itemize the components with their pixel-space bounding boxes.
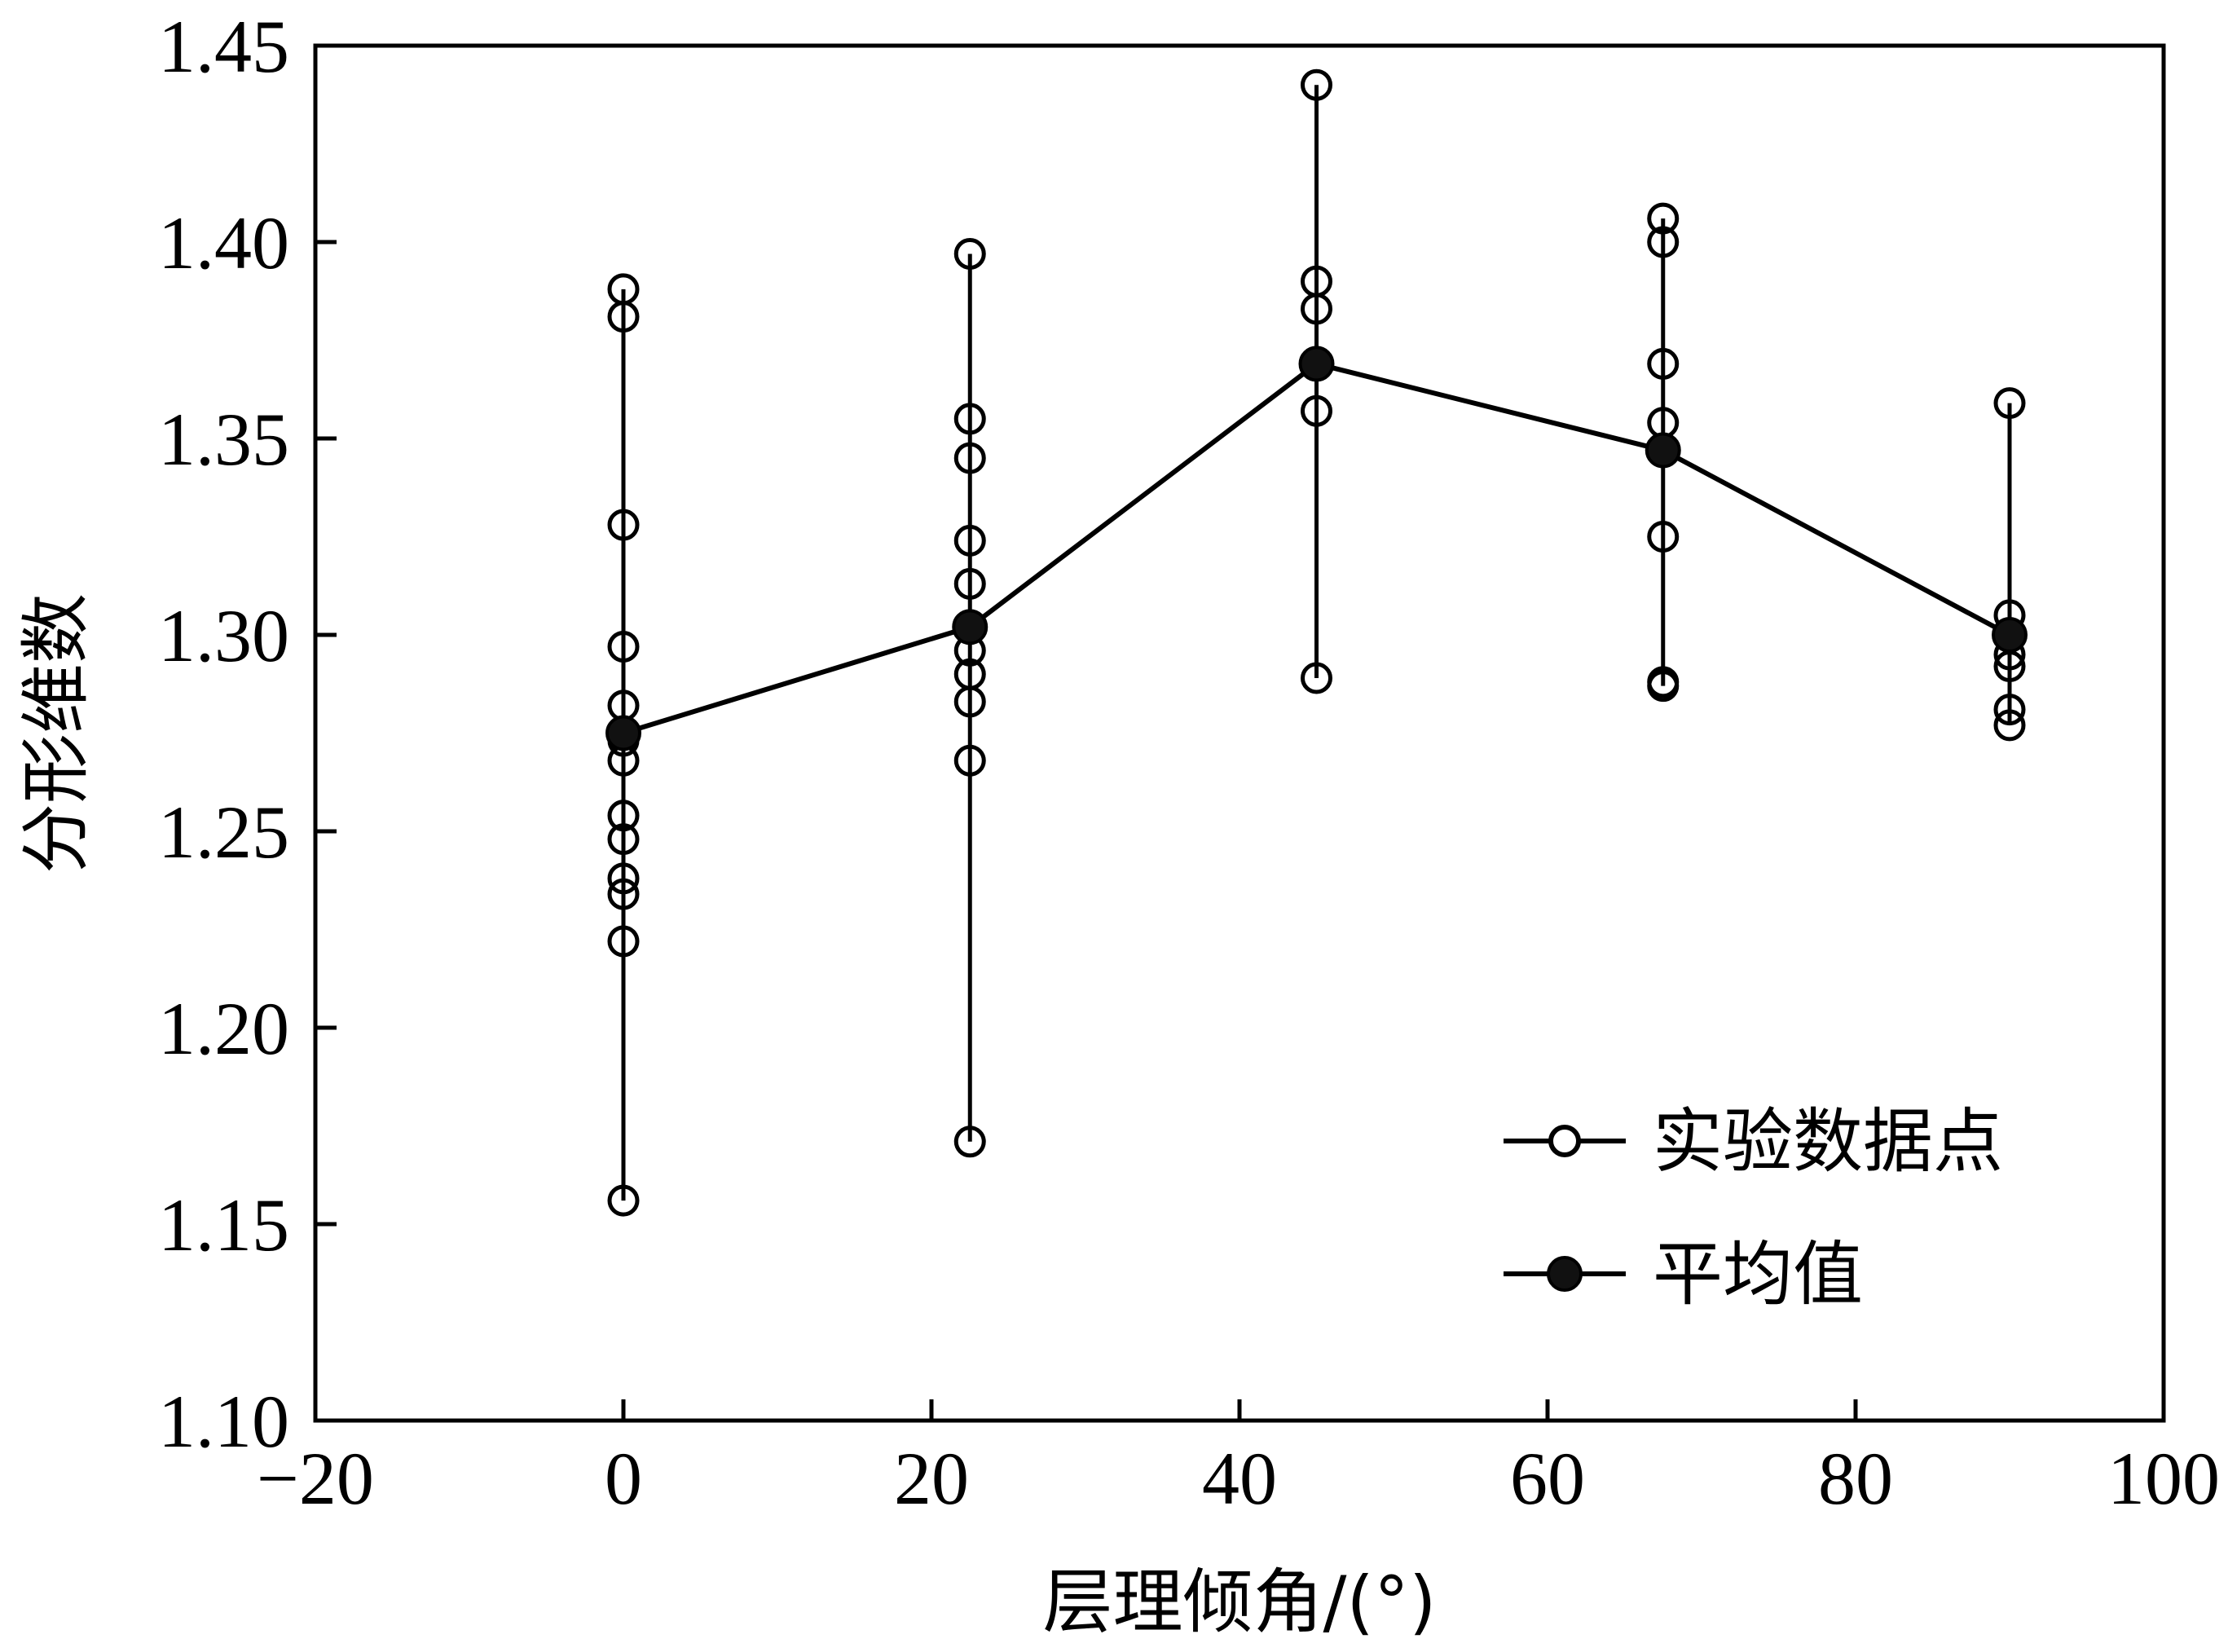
y-tick-label: 1.10 bbox=[158, 1380, 289, 1463]
data-point bbox=[1993, 387, 2026, 420]
data-point bbox=[953, 524, 986, 557]
data-point bbox=[953, 237, 986, 270]
x-tick-label: −20 bbox=[257, 1437, 374, 1520]
legend-label-mean: 平均值 bbox=[1653, 1234, 1863, 1315]
data-point bbox=[953, 685, 986, 718]
data-point bbox=[953, 567, 986, 600]
mean-point bbox=[605, 715, 641, 751]
data-point bbox=[1647, 347, 1680, 380]
data-point bbox=[953, 1126, 986, 1158]
data-point bbox=[953, 442, 986, 474]
mean-points bbox=[605, 346, 2028, 751]
x-tick-label: 100 bbox=[2107, 1437, 2220, 1520]
x-axis-ticks: −20 0 20 40 60 80 100 bbox=[257, 1399, 2220, 1520]
mean-point bbox=[1645, 432, 1681, 469]
mean-point bbox=[1992, 617, 2028, 653]
x-tick-label: 20 bbox=[894, 1437, 969, 1520]
mean-point bbox=[952, 609, 989, 645]
y-tick-label: 1.25 bbox=[158, 791, 289, 874]
range-lines bbox=[621, 85, 2012, 1201]
legend-label-data: 实验数据点 bbox=[1653, 1101, 2003, 1183]
y-tick-label: 1.35 bbox=[158, 398, 289, 481]
y-tick-label: 1.15 bbox=[158, 1183, 289, 1267]
data-point bbox=[1301, 394, 1332, 427]
x-tick-label: 60 bbox=[1510, 1437, 1585, 1520]
y-tick-label: 1.30 bbox=[158, 594, 289, 677]
data-point bbox=[1993, 709, 2026, 742]
data-point bbox=[1301, 662, 1332, 694]
y-tick-label: 1.40 bbox=[158, 201, 289, 284]
data-point bbox=[607, 925, 640, 958]
data-point bbox=[607, 878, 640, 910]
legend-marker-data bbox=[1548, 1125, 1581, 1157]
mean-point bbox=[1298, 346, 1335, 382]
y-axis-ticks: 1.10 1.15 1.20 1.25 1.30 1.35 1.40 1.45 bbox=[158, 5, 337, 1463]
data-point bbox=[607, 823, 640, 856]
data-point bbox=[607, 862, 640, 895]
data-point bbox=[1647, 202, 1680, 235]
data-point bbox=[1647, 226, 1680, 258]
data-point bbox=[953, 744, 986, 777]
x-tick-label: 0 bbox=[605, 1437, 642, 1520]
data-point bbox=[1647, 521, 1680, 553]
data-point bbox=[1647, 670, 1680, 703]
y-tick-label: 1.45 bbox=[158, 5, 289, 88]
x-tick-label: 40 bbox=[1202, 1437, 1277, 1520]
data-point bbox=[1301, 68, 1332, 101]
x-tick-label: 80 bbox=[1818, 1437, 1893, 1520]
plot-frame bbox=[313, 43, 2166, 1423]
legend: 实验数据点 平均值 bbox=[1504, 1101, 2003, 1315]
data-point bbox=[607, 1184, 640, 1217]
legend-marker-mean bbox=[1547, 1256, 1583, 1292]
data-point bbox=[607, 509, 640, 541]
data-point bbox=[607, 630, 640, 663]
data-point bbox=[1301, 293, 1332, 325]
data-point bbox=[953, 403, 986, 435]
x-axis-title: 层理倾角/(°) bbox=[1042, 1562, 1436, 1643]
data-point bbox=[607, 800, 640, 832]
data-point bbox=[1993, 694, 2026, 726]
y-tick-label: 1.20 bbox=[158, 987, 289, 1070]
data-point bbox=[607, 301, 640, 333]
y-axis-title: 分形维数 bbox=[15, 593, 97, 874]
